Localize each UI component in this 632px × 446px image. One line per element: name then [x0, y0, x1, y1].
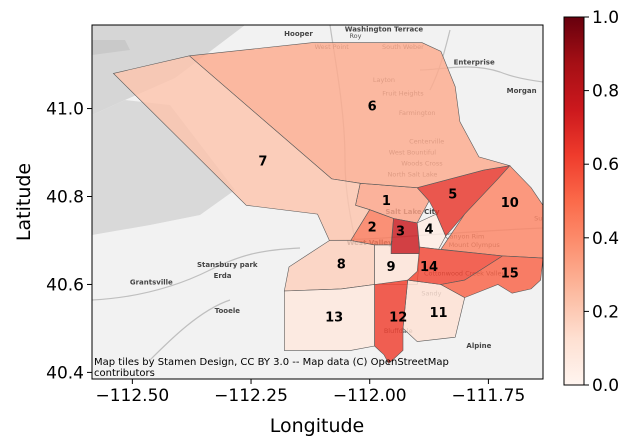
- region-7: [112, 55, 371, 241]
- region-label-1: 1: [382, 194, 391, 209]
- lake-detail: [92, 40, 130, 55]
- x-tick-label: −112.50: [95, 386, 169, 406]
- basemap-place-label: Grantsville: [130, 278, 173, 286]
- region-label-15: 15: [501, 266, 519, 281]
- region-label-2: 2: [368, 220, 377, 235]
- y-tick-label: 41.0: [46, 100, 84, 120]
- region-label-12: 12: [389, 310, 407, 325]
- y-tick-label: 40.6: [46, 275, 84, 295]
- lake-shore: [92, 100, 235, 235]
- x-tick-label: −111.75: [452, 386, 526, 406]
- x-tick-label: −112.25: [214, 386, 288, 406]
- region-15: [440, 255, 543, 298]
- region-4: [416, 213, 447, 250]
- attribution-line-1: Map tiles by Stamen Design, CC BY 3.0 --…: [94, 357, 449, 368]
- basemap-place-label: Washington Terrace: [345, 26, 424, 34]
- colorbar-tick-label: 0.8: [592, 82, 619, 102]
- region-label-8: 8: [337, 258, 346, 273]
- region-label-6: 6: [368, 99, 377, 114]
- colorbar-tick-label: 0.6: [592, 155, 619, 175]
- basemap-place-label: Tooele: [215, 307, 241, 315]
- region-label-5: 5: [448, 187, 457, 202]
- colorbar-tick-label: 1.0: [592, 8, 619, 28]
- choropleth-regions: [112, 42, 543, 365]
- region-label-11: 11: [430, 306, 448, 321]
- region-label-7: 7: [258, 154, 267, 169]
- basemap-place-label: Morgan: [507, 87, 537, 95]
- plot-frame: [91, 24, 544, 380]
- colorbar-tick-label: 0.2: [592, 302, 619, 322]
- region-label-9: 9: [387, 260, 396, 275]
- region-label-13: 13: [325, 310, 343, 325]
- colorbar-tick-label: 0.0: [592, 376, 619, 396]
- y-axis-ticks: 40.4 40.6 40.8 41.0: [46, 100, 92, 383]
- basemap-place-label: Alpine: [466, 342, 491, 350]
- region-12: [374, 279, 409, 365]
- x-tick-label: −112.00: [333, 386, 407, 406]
- y-tick-label: 40.4: [46, 363, 84, 383]
- basemap-place-label: Enterprise: [454, 59, 495, 67]
- basemap-place-label: Hooper: [284, 30, 313, 38]
- colorbar-tick-label: 0.4: [592, 229, 619, 249]
- region-13: [283, 284, 375, 351]
- x-axis-ticks: −112.50 −112.25 −112.00 −111.75: [95, 379, 525, 406]
- y-axis-label: Latitude: [13, 163, 35, 241]
- basemap-place-label: Erda: [214, 272, 232, 280]
- x-axis-label: Longitude: [270, 415, 365, 437]
- attribution-line-2: contributors: [94, 368, 155, 379]
- basemap-place-label: Stansbury park: [197, 261, 258, 269]
- region-label-4: 4: [425, 222, 434, 237]
- region-label-3: 3: [396, 225, 405, 240]
- colorbar: [563, 16, 585, 386]
- region-label-14: 14: [420, 260, 438, 275]
- y-tick-label: 40.8: [46, 188, 84, 208]
- basemap-place-label: Roy: [349, 32, 361, 40]
- colorbar-ticks: 0.0 0.2 0.4 0.6 0.8 1.0: [584, 8, 619, 396]
- region-label-10: 10: [501, 196, 519, 211]
